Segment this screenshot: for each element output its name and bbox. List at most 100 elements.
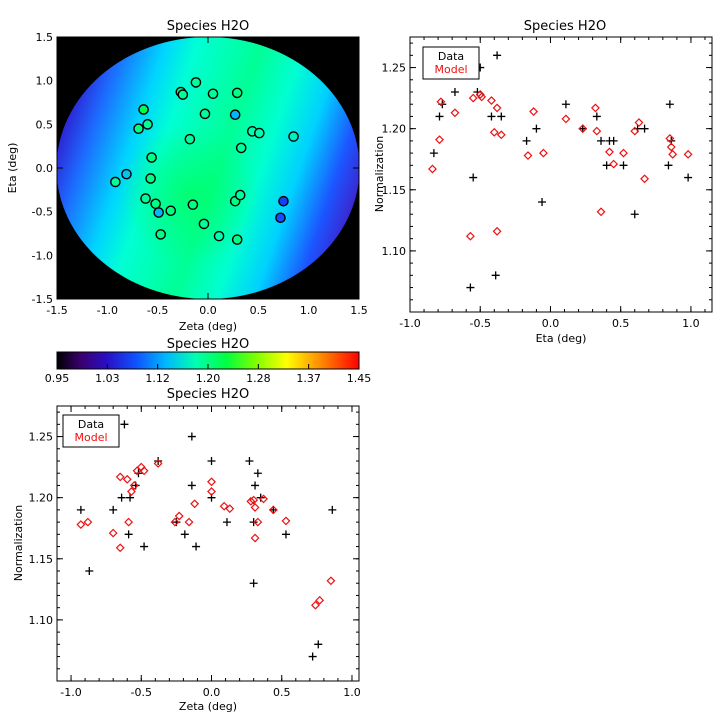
map-title: Species H2O bbox=[167, 19, 249, 34]
zeta-model-point bbox=[268, 505, 278, 515]
eta-model-point bbox=[436, 97, 446, 107]
map-point bbox=[155, 229, 166, 240]
eta-model-point bbox=[640, 174, 650, 184]
zeta-plot-axes: -1.0 -0.5 0.0 0.5 1.0 1.10 1.15 1.20 1.25 bbox=[29, 406, 361, 699]
colorbar-tick-label: 1.37 bbox=[296, 372, 321, 385]
zeta-xtick-label: 0.5 bbox=[273, 686, 291, 699]
zeta-model-point bbox=[315, 595, 325, 605]
map-point bbox=[275, 212, 286, 224]
eta-plot-title: Species H2O bbox=[524, 19, 606, 34]
zeta-model-point bbox=[170, 517, 180, 527]
zeta-model-point bbox=[184, 517, 194, 527]
eta-model-point bbox=[538, 148, 548, 158]
zeta-ytick-label: 1.25 bbox=[29, 431, 54, 444]
zeta-model-point bbox=[281, 516, 291, 526]
eta-xtick-label: 0.5 bbox=[612, 317, 630, 330]
eta-model-point bbox=[605, 147, 614, 157]
eta-data-point bbox=[619, 161, 628, 170]
eta-data-point bbox=[578, 124, 587, 133]
zeta-data-point bbox=[308, 652, 317, 661]
zeta-xtick-label: -1.0 bbox=[60, 686, 81, 699]
map-point bbox=[121, 168, 132, 180]
map-point bbox=[140, 193, 151, 204]
eta-model-point bbox=[596, 207, 606, 217]
map-point bbox=[229, 109, 241, 121]
map-point bbox=[254, 127, 265, 139]
map-point bbox=[177, 89, 189, 100]
eta-data-point bbox=[487, 112, 496, 121]
zeta-data-point bbox=[124, 530, 133, 539]
zeta-xtick-label: -0.5 bbox=[131, 686, 152, 699]
zeta-model-point bbox=[83, 517, 93, 527]
map-point bbox=[235, 142, 247, 154]
eta-data-point bbox=[466, 283, 475, 292]
eta-data-point bbox=[493, 51, 502, 60]
eta-model-point bbox=[619, 148, 628, 158]
zeta-model-point bbox=[122, 474, 132, 484]
zeta-model-point bbox=[219, 501, 229, 511]
map-xtick-label: -1.0 bbox=[97, 304, 118, 317]
colorbar-tick-label: 0.95 bbox=[45, 372, 70, 385]
zeta-data-point bbox=[187, 432, 196, 441]
eta-xtick-label: 1.0 bbox=[682, 317, 700, 330]
zeta-data-point bbox=[140, 542, 149, 551]
eta-model-point bbox=[465, 231, 475, 241]
zeta-model-point bbox=[129, 480, 139, 490]
zeta-model-point bbox=[225, 504, 235, 514]
zeta-data-point bbox=[120, 420, 129, 429]
map-ylabel: Eta (deg) bbox=[6, 143, 19, 194]
zeta-data-point bbox=[192, 542, 201, 551]
zeta-ytick-label: 1.20 bbox=[29, 492, 54, 505]
eta-xtick-label: -0.5 bbox=[469, 317, 490, 330]
map-point bbox=[278, 195, 289, 207]
eta-data-point bbox=[450, 88, 459, 96]
map-xtick-label: -1.5 bbox=[46, 304, 67, 317]
zeta-model-point bbox=[207, 487, 216, 497]
zeta-data-point bbox=[76, 505, 85, 514]
eta-plot-legend: Data Model bbox=[422, 46, 480, 80]
zeta-data-point bbox=[109, 505, 118, 514]
map-point bbox=[190, 77, 202, 88]
map-xtick-label: 1.5 bbox=[350, 304, 368, 317]
eta-model-point bbox=[683, 149, 693, 159]
zeta-data-point bbox=[180, 530, 189, 539]
zeta-data-point bbox=[117, 493, 126, 502]
map-point bbox=[207, 88, 219, 100]
zeta-model-point bbox=[139, 466, 149, 476]
zeta-model-point bbox=[250, 533, 260, 543]
eta-ytick-label: 1.10 bbox=[382, 245, 407, 258]
eta-model-point bbox=[668, 149, 678, 159]
eta-xtick-label: -1.0 bbox=[399, 317, 420, 330]
zeta-model-point bbox=[259, 494, 268, 504]
zeta-plot-legend: Data Model bbox=[62, 414, 120, 448]
eta-model-point bbox=[561, 114, 571, 124]
eta-data-point bbox=[664, 161, 673, 170]
eta-model-point bbox=[487, 96, 496, 106]
eta-model-point bbox=[492, 103, 502, 113]
colorbar-tick-label: 1.12 bbox=[145, 372, 170, 385]
map-point bbox=[142, 119, 153, 130]
eta-model-point bbox=[428, 164, 437, 174]
zeta-model-point bbox=[311, 600, 320, 610]
eta-ytick-label: 1.25 bbox=[382, 62, 407, 75]
zeta-plot: Species H2O -1.0 -0.5 0.0 0.5 1.0 1.10 1.15 1.2… bbox=[12, 387, 361, 713]
map-field bbox=[57, 37, 359, 299]
eta-model-point bbox=[489, 127, 499, 137]
eta-data-point bbox=[435, 112, 444, 121]
eta-model-point bbox=[578, 124, 588, 134]
eta-model-point bbox=[435, 135, 444, 145]
map-point bbox=[231, 234, 243, 245]
eta-data-point bbox=[630, 210, 639, 219]
map-point bbox=[184, 133, 196, 145]
zeta-legend-model: Model bbox=[74, 431, 107, 444]
map-glow bbox=[57, 37, 359, 299]
eta-model-point bbox=[468, 93, 478, 103]
eta-model-point bbox=[592, 126, 602, 136]
map-point bbox=[138, 104, 149, 115]
zeta-model-point bbox=[249, 495, 259, 505]
eta-model-point bbox=[529, 107, 539, 117]
eta-plot-axes: -1.0 -0.5 0.0 0.5 1.0 1.10 1.15 1.20 1.25 bbox=[382, 37, 712, 330]
zeta-model-point bbox=[326, 576, 336, 586]
colorbar: Species H2O 0.95 1.03 1.12 1.20 1.28 1.37 1.45 bbox=[45, 337, 372, 385]
